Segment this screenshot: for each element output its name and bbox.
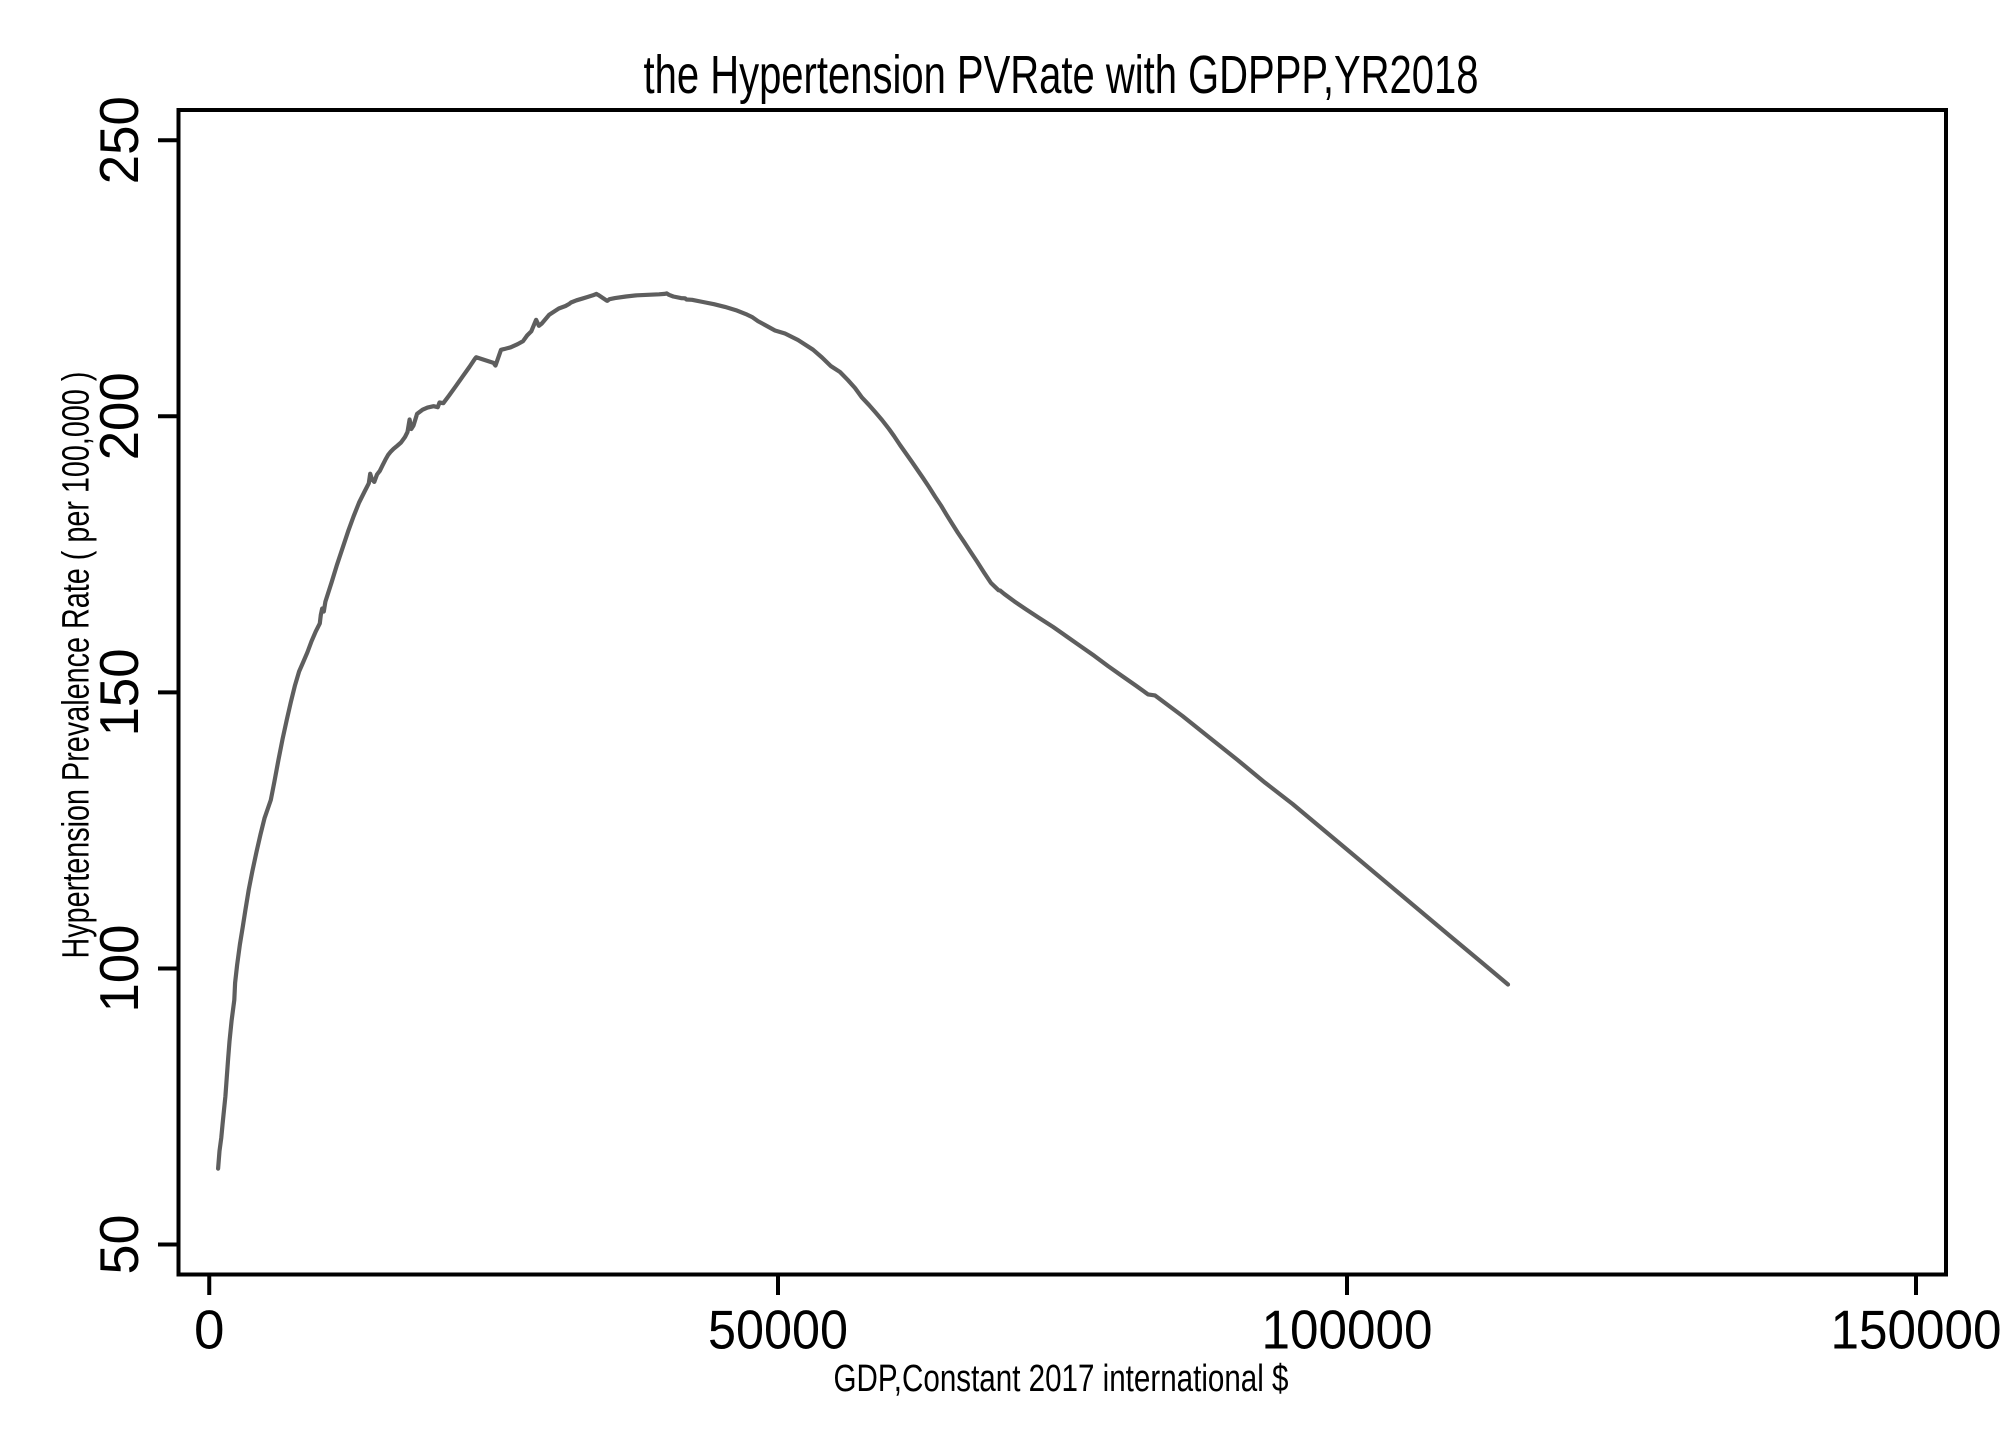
svg-text:GDP,Constant 2017 internationa: GDP,Constant 2017 international $ bbox=[834, 1358, 1289, 1400]
svg-text:150: 150 bbox=[88, 648, 150, 736]
svg-text:0: 0 bbox=[194, 1299, 225, 1361]
svg-text:200: 200 bbox=[88, 372, 150, 460]
svg-text:250: 250 bbox=[88, 96, 150, 184]
svg-text:100000: 100000 bbox=[1262, 1299, 1433, 1361]
svg-text:the Hypertension PVRate with G: the Hypertension PVRate with GDPPP,YR201… bbox=[644, 45, 1479, 105]
svg-text:50000: 50000 bbox=[708, 1299, 848, 1361]
svg-text:50: 50 bbox=[88, 1215, 150, 1275]
svg-text:100: 100 bbox=[88, 925, 150, 1013]
svg-text:150000: 150000 bbox=[1831, 1299, 2000, 1361]
svg-text:Hypertension Prevalence Rate (: Hypertension Prevalence Rate ( per 100,0… bbox=[55, 372, 97, 959]
